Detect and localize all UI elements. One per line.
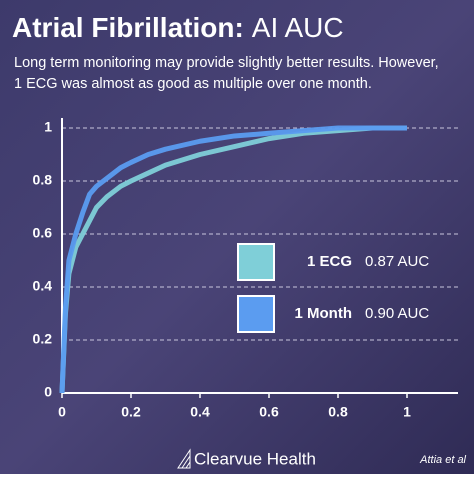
y-tick-label: 0 — [44, 384, 52, 400]
legend-label: 1 ECG — [307, 253, 352, 270]
y-tick-label: 0.2 — [33, 331, 53, 347]
x-tick-label: 0.2 — [121, 404, 141, 420]
x-tick-label: 0 — [58, 404, 66, 420]
source: Attia et al — [419, 454, 466, 466]
y-tick-label: 1 — [44, 119, 52, 135]
roc-curve — [59, 125, 407, 394]
subtitle: 1 ECG was almost as good as multiple ove… — [14, 76, 372, 92]
title-bold: Atrial Fibrillation: — [12, 12, 244, 43]
brand: Clearvue Health — [194, 449, 316, 468]
roc-curve — [59, 125, 407, 394]
x-tick-label: 1 — [403, 404, 411, 420]
legend-swatch — [237, 295, 275, 333]
x-tick-label: 0.4 — [190, 404, 210, 420]
x-tick-label: 0.6 — [259, 404, 279, 420]
legend-label: 1 Month — [295, 305, 353, 322]
legend-swatch — [237, 243, 275, 281]
title-light: AI AUC — [252, 12, 344, 43]
y-tick-label: 0.8 — [33, 172, 53, 188]
brand-logo — [177, 448, 191, 469]
y-tick-label: 0.6 — [33, 225, 53, 241]
y-tick-label: 0.4 — [33, 278, 53, 294]
legend-auc: 0.90 AUC — [365, 305, 429, 322]
legend-auc: 0.87 AUC — [365, 253, 429, 270]
x-tick-label: 0.8 — [328, 404, 348, 420]
subtitle: Long term monitoring may provide slightl… — [14, 55, 439, 71]
chart-title: Atrial Fibrillation: AI AUC — [12, 12, 344, 43]
